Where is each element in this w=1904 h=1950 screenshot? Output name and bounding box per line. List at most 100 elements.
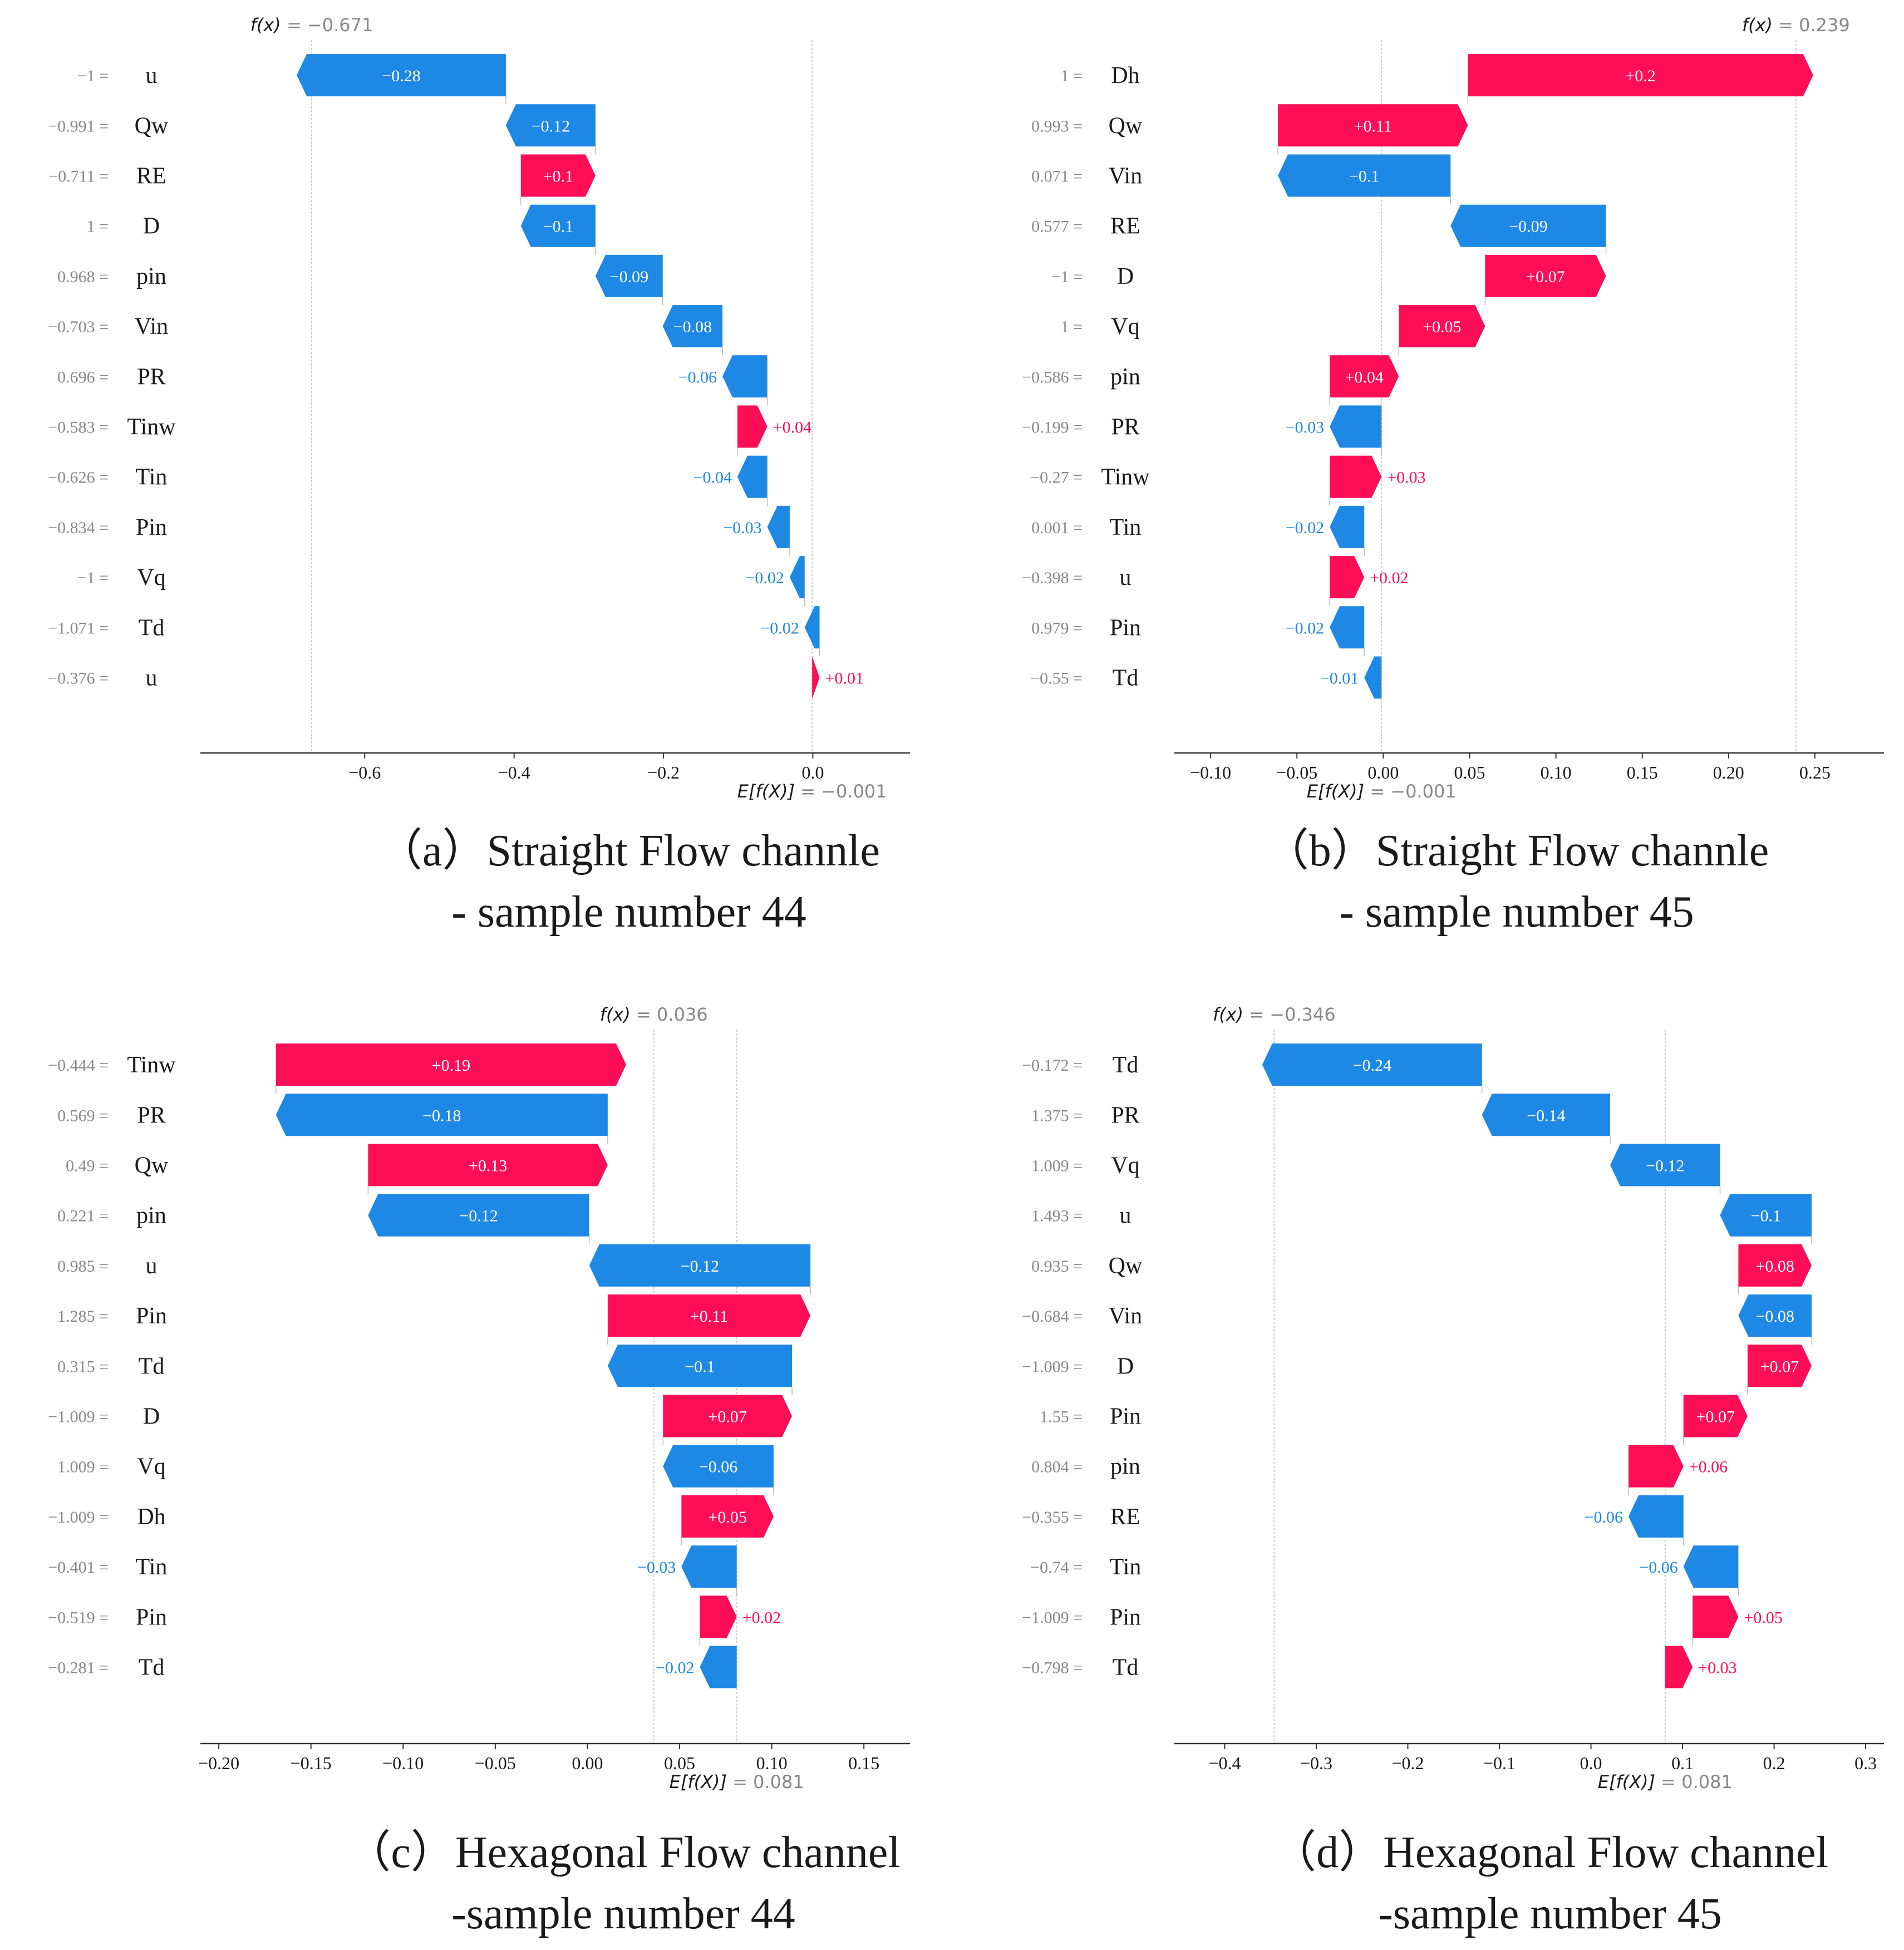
feature-name-label: Vin xyxy=(1109,164,1142,189)
bar-value-label: −0.06 xyxy=(699,1458,737,1476)
bar-value-label: +0.02 xyxy=(742,1608,781,1627)
feature-name-label: u xyxy=(146,63,158,88)
fx-label: f(x) = 0.036 xyxy=(600,1004,708,1025)
feature-value-label: −1 = xyxy=(77,569,109,587)
feature-name-label: pin xyxy=(1110,1454,1140,1480)
x-tick-label: 0.00 xyxy=(572,1753,603,1773)
shap-bar xyxy=(1610,1144,1720,1186)
shap-bar xyxy=(1399,305,1485,348)
feature-name-label: D xyxy=(143,214,160,239)
feature-value-label: −0.281 = xyxy=(48,1659,109,1677)
shap-bar xyxy=(737,405,767,448)
bar-value-label: −0.03 xyxy=(637,1558,676,1577)
x-tick-label: 0.0 xyxy=(1580,1753,1602,1773)
shap-bar xyxy=(804,606,820,649)
feature-name-label: pin xyxy=(136,264,166,289)
fx-value: = 0.239 xyxy=(1773,14,1850,36)
bar-value-label: +0.01 xyxy=(825,669,864,688)
expected-value-label: E[f(X)] = −0.001 xyxy=(1307,781,1457,802)
feature-name-label: RE xyxy=(136,164,166,189)
shap-bar xyxy=(595,254,663,297)
feature-name-label: Vq xyxy=(1111,1153,1139,1179)
expected-value: = −0.001 xyxy=(1364,781,1457,802)
bar-value-label: +0.03 xyxy=(1387,469,1425,487)
x-tick-label: 0.3 xyxy=(1854,1753,1877,1773)
x-tick-label: 0.10 xyxy=(756,1753,788,1773)
feature-value-label: 1 = xyxy=(1061,67,1083,85)
feature-name-label: u xyxy=(146,666,158,691)
bar-value-label: +0.05 xyxy=(708,1508,746,1526)
panel-caption-line1: （b）Straight Flow channle xyxy=(1265,826,1769,875)
panel-a: f(x) = −0.671 −0.28 −1 = u −0.12 −0.991 = Qw +0… xyxy=(48,14,910,937)
feature-name-label: Vin xyxy=(135,314,168,339)
feature-name-label: Tin xyxy=(1110,515,1142,540)
shap-bar xyxy=(722,355,767,398)
panel-caption-line2: -sample number 45 xyxy=(1378,1889,1722,1938)
bar-value-label: −0.1 xyxy=(543,218,573,236)
x-tick-label: −0.20 xyxy=(198,1753,239,1773)
feature-value-label: −0.27 = xyxy=(1030,469,1083,487)
bar-value-label: −0.02 xyxy=(656,1659,694,1677)
shap-bar xyxy=(589,1244,811,1287)
x-tick-label: 0.25 xyxy=(1799,762,1831,782)
feature-value-label: 1.55 = xyxy=(1040,1408,1083,1426)
bar-value-label: +0.07 xyxy=(1696,1408,1735,1426)
feature-name-label: Dh xyxy=(137,1504,165,1530)
feature-value-label: −0.74 = xyxy=(1030,1558,1083,1577)
shap-bar xyxy=(700,1646,737,1688)
bar-value-label: −0.12 xyxy=(532,117,570,135)
expected-value-label: E[f(X)] = −0.001 xyxy=(737,781,887,802)
feature-name-label: D xyxy=(143,1404,160,1430)
feature-name-label: Vin xyxy=(1109,1303,1142,1329)
shap-bar xyxy=(737,455,767,498)
feature-value-label: −1.071 = xyxy=(48,619,109,637)
feature-value-label: −0.834 = xyxy=(48,519,109,537)
feature-value-label: −0.684 = xyxy=(1022,1307,1083,1326)
feature-value-label: −0.401 = xyxy=(48,1558,109,1577)
feature-name-label: u xyxy=(146,1253,158,1279)
x-tick-label: 0.05 xyxy=(1454,762,1485,782)
feature-name-label: Pin xyxy=(136,1303,167,1329)
bar-value-label: +0.04 xyxy=(1345,368,1384,386)
feature-name-label: Qw xyxy=(1109,113,1143,139)
x-tick-label: 0.10 xyxy=(1541,762,1572,782)
bar-value-label: −0.06 xyxy=(1639,1558,1677,1577)
feature-value-label: −1.009 = xyxy=(48,1408,109,1426)
expected-value: = 0.081 xyxy=(727,1771,804,1793)
feature-name-label: Pin xyxy=(136,1604,167,1630)
feature-value-label: 1.285 = xyxy=(57,1307,109,1326)
shap-bar xyxy=(1629,1445,1684,1488)
bar-value-label: +0.1 xyxy=(543,168,573,186)
feature-name-label: u xyxy=(1120,565,1131,590)
bar-value-label: −0.09 xyxy=(610,268,648,286)
feature-name-label: RE xyxy=(1110,214,1140,239)
bar-value-label: −0.06 xyxy=(678,368,717,386)
shap-bar xyxy=(789,556,805,599)
bar-value-label: +0.05 xyxy=(1744,1608,1782,1627)
x-tick-label: −0.10 xyxy=(382,1753,424,1773)
x-tick-label: −0.6 xyxy=(348,762,381,782)
shap-bar xyxy=(1330,355,1399,398)
feature-name-label: Tinw xyxy=(1101,465,1150,490)
feature-name-label: Tin xyxy=(136,1554,168,1580)
bar-value-label: +0.07 xyxy=(1526,268,1564,286)
feature-value-label: 0.577 = xyxy=(1031,218,1083,236)
shap-bar xyxy=(1364,656,1382,699)
feature-value-label: −0.711 = xyxy=(48,168,109,186)
shap-bar xyxy=(1330,606,1365,649)
shap-bar xyxy=(505,104,596,147)
panel-c: f(x) = 0.036 +0.19 −0.444 = Tinw −0.18 0.569 … xyxy=(48,1004,910,1938)
shap-bar xyxy=(1330,556,1365,599)
shap-bar xyxy=(1693,1596,1739,1638)
feature-name-label: PR xyxy=(137,364,165,390)
bar-value-label: −0.08 xyxy=(673,318,712,336)
shap-bar xyxy=(1683,1395,1748,1437)
feature-value-label: 0.993 = xyxy=(1031,117,1083,135)
panel-caption-line2: -sample number 44 xyxy=(451,1889,795,1938)
expected-value-label: E[f(X)] = 0.081 xyxy=(670,1771,804,1793)
feature-name-label: Td xyxy=(1113,666,1139,691)
feature-value-label: 0.804 = xyxy=(1031,1458,1083,1476)
shap-bar xyxy=(1482,1094,1611,1136)
bar-value-label: +0.06 xyxy=(1689,1458,1728,1476)
